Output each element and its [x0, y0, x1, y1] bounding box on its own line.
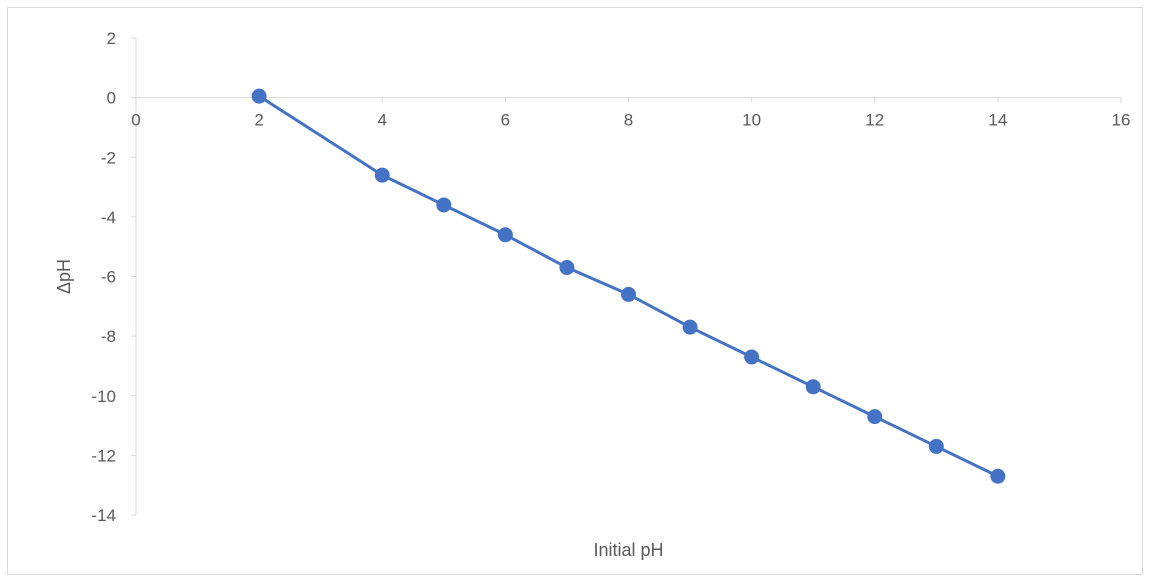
y-axis-title: ΔpH [54, 259, 74, 294]
line-chart: 0 2 4 6 8 10 12 14 16 2 0 -2 -4 -6 -8 -10 -12 -14 Initia… [54, 29, 1130, 560]
y-tick-label: -12 [91, 446, 116, 465]
y-tick-label: -2 [101, 148, 116, 167]
x-tick-label: 10 [742, 111, 761, 130]
data-point [621, 286, 636, 302]
x-axis-title: Initial pH [593, 540, 663, 560]
y-tick-label: -14 [91, 506, 116, 525]
data-point [682, 319, 698, 335]
series-line [257, 94, 1000, 478]
data-point [497, 227, 513, 243]
data-point [559, 260, 575, 276]
x-tick-label: 2 [254, 111, 263, 130]
y-axis-tick-labels: 2 0 -2 -4 -6 -8 -10 -12 -14 [91, 29, 116, 525]
y-tick-label: -8 [101, 327, 116, 346]
x-axis-tick-labels: 0 2 4 6 8 10 12 14 16 [131, 111, 1130, 130]
y-tick-label: 2 [107, 29, 116, 48]
data-point [990, 468, 1006, 484]
y-tick-label: -10 [91, 387, 116, 406]
data-point [374, 167, 390, 183]
data-point [805, 379, 821, 395]
data-point [251, 88, 267, 104]
x-tick-label: 0 [131, 111, 140, 130]
y-tick-label: 0 [107, 89, 116, 108]
x-tick-label: 16 [1112, 111, 1131, 130]
data-point [867, 409, 883, 425]
data-point [436, 197, 452, 213]
x-tick-label: 12 [865, 111, 884, 130]
x-tick-label: 4 [378, 111, 387, 130]
x-tick-label: 6 [501, 111, 510, 130]
data-point [744, 349, 760, 365]
series-layer [251, 88, 1006, 484]
x-tick-label: 8 [624, 111, 633, 130]
y-tick-label: -4 [101, 208, 116, 227]
data-point [928, 438, 944, 454]
y-tick-label: -6 [101, 268, 116, 287]
chart-frame: 0 2 4 6 8 10 12 14 16 2 0 -2 -4 -6 -8 -10 -12 -14 Initia… [7, 7, 1143, 575]
x-tick-label: 14 [988, 111, 1007, 130]
